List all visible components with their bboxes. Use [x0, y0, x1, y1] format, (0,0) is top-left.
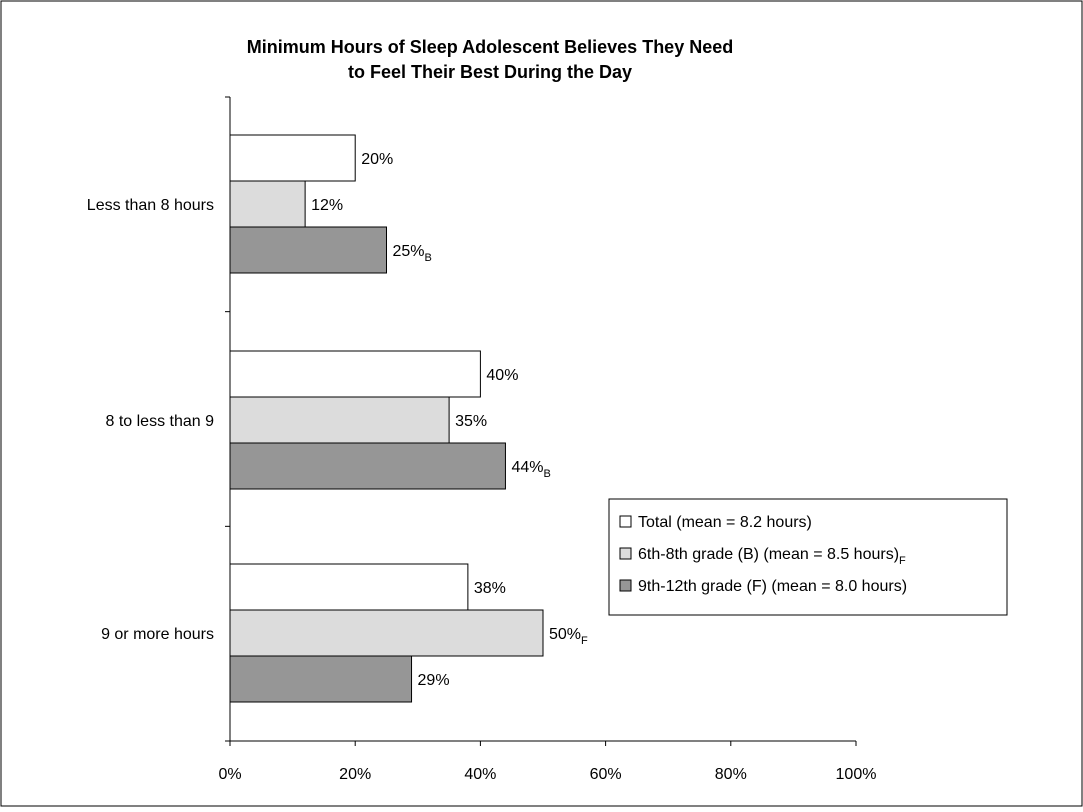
bar	[229, 180, 306, 228]
legend-entry-label: 9th-12th grade (F) (mean = 8.0 hours)	[638, 578, 907, 595]
x-tick-label: 100%	[836, 766, 877, 783]
legend: Total (mean = 8.2 hours) 6th-8th grade (B…	[608, 498, 1008, 616]
bars: 20% 40% 38% 12% 35% 50%F 25%B 44%B 29%	[229, 134, 588, 703]
bar	[229, 134, 356, 182]
data-label: 38%	[474, 580, 506, 597]
x-tick-label: 40%	[464, 766, 496, 783]
legend-entry-subscript: F	[899, 555, 906, 567]
data-label: 12%	[311, 197, 343, 214]
data-label-subscript: F	[581, 635, 588, 647]
bar	[229, 563, 469, 611]
category-label: 9 or more hours	[101, 626, 214, 643]
category-label: 8 to less than 9	[105, 413, 214, 430]
data-label: 29%	[418, 672, 450, 689]
legend-swatch	[619, 547, 632, 560]
bar	[229, 655, 413, 703]
legend-swatch	[619, 579, 632, 592]
legend-entry-label: Total (mean = 8.2 hours)	[638, 514, 812, 531]
data-label: 35%	[455, 413, 487, 430]
data-label: 25%B	[393, 243, 432, 264]
data-label-subscript: B	[543, 468, 550, 480]
x-tick-label: 60%	[590, 766, 622, 783]
data-label: 44%B	[511, 459, 550, 480]
chart-title-line-2: to Feel Their Best During the Day	[348, 62, 632, 82]
axes: 0% 20% 40% 60% 80% 100% Less than 8 hours 8 to …	[87, 96, 877, 783]
bar	[229, 396, 450, 444]
x-tick-label: 20%	[339, 766, 371, 783]
data-label: 40%	[486, 367, 518, 384]
data-label: 50%F	[549, 626, 588, 647]
bar	[229, 350, 481, 398]
bar	[229, 609, 544, 657]
data-label-subscript: B	[425, 252, 432, 264]
category-label: Less than 8 hours	[87, 197, 214, 214]
chart-title-line-1: Minimum Hours of Sleep Adolescent Believ…	[247, 37, 733, 57]
legend-entry-label: 6th-8th grade (B) (mean = 8.5 hours)F	[638, 546, 906, 567]
legend-swatch	[619, 515, 632, 528]
legend-box	[608, 498, 1008, 616]
bar	[229, 442, 506, 490]
x-tick-label: 0%	[218, 766, 241, 783]
bar	[229, 226, 387, 274]
data-label: 20%	[361, 151, 393, 168]
x-tick-label: 80%	[715, 766, 747, 783]
